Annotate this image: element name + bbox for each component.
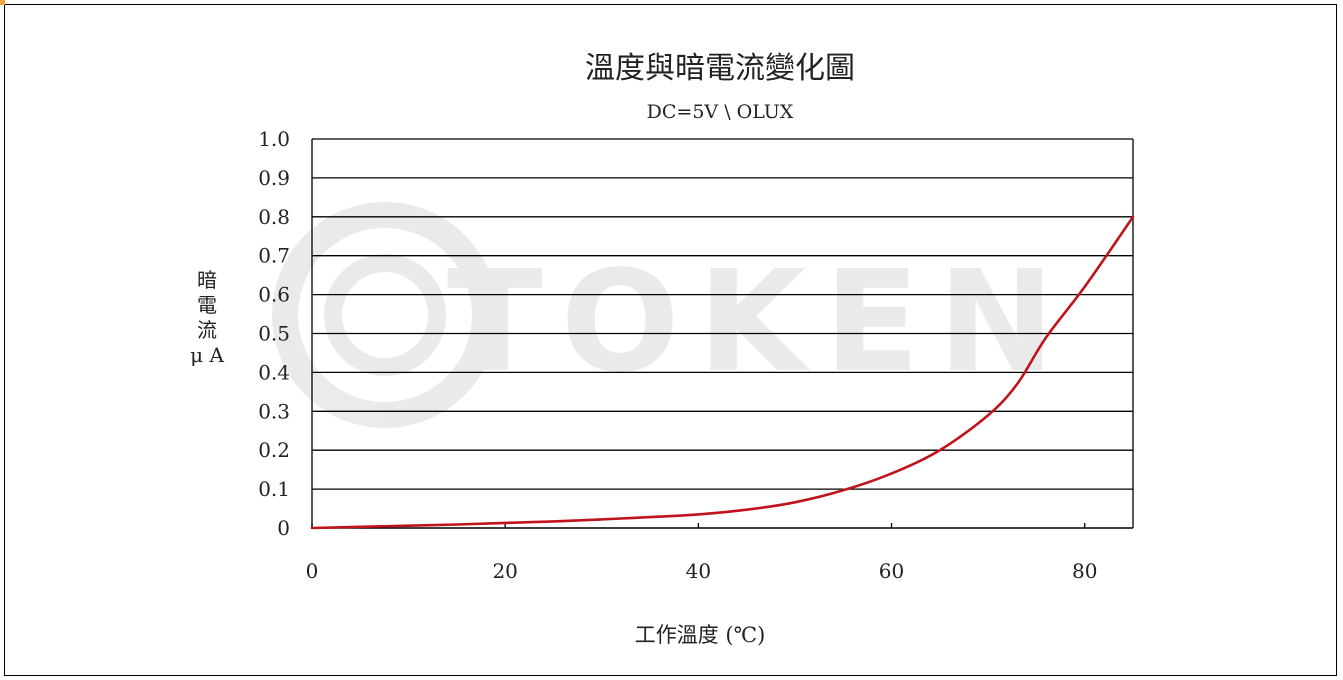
y-axis-label-line: μ A [190, 343, 224, 367]
x-tick-label: 0 [306, 559, 319, 583]
y-tick-label: 0.8 [258, 205, 290, 229]
watermark-text: TOKEN [447, 241, 1073, 404]
chart-frame [4, 4, 1337, 676]
x-tick-labels: 0 20 40 60 80 [306, 559, 1098, 583]
x-tick-label: 20 [492, 559, 517, 583]
y-tick-label: 0.6 [258, 283, 290, 307]
grid [312, 138, 1133, 490]
y-tick-label: 1.0 [258, 127, 290, 151]
x-axis-label: 工作溫度 (℃) [635, 623, 766, 647]
y-axis-label-line: 暗 [197, 268, 217, 292]
y-tick-label: 0.4 [258, 360, 290, 384]
watermark-ring [272, 202, 498, 428]
y-axis-label-line: 電 [197, 293, 217, 317]
x-tick-label: 60 [879, 559, 904, 583]
y-tick-label: 0.3 [258, 399, 290, 423]
chart-subtitle: DC=5V \ OLUX [647, 101, 794, 123]
watermark-ring-inner [324, 254, 446, 376]
x-tick-label: 80 [1072, 559, 1097, 583]
y-tick-label: 0.9 [258, 166, 290, 190]
y-tick-label: 0.1 [258, 477, 290, 501]
y-tick-label: 0 [277, 516, 290, 540]
watermark: TOKEN [272, 202, 1073, 428]
x-tick-label: 40 [686, 559, 711, 583]
y-axis-label-line: 流 [197, 318, 217, 342]
axes [311, 139, 1134, 529]
y-tick-labels: 0 0.1 0.2 0.3 0.4 0.5 0.6 0.7 0.8 0.9 1.0 [258, 127, 290, 540]
series [310, 215, 1135, 530]
chart-title: 溫度與暗電流變化圖 [585, 51, 855, 86]
corner-mark [0, 0, 5, 5]
y-tick-label: 0.5 [258, 322, 290, 346]
series-line [310, 215, 1135, 530]
y-tick-label: 0.7 [258, 244, 290, 268]
y-tick-label: 0.2 [258, 438, 290, 462]
